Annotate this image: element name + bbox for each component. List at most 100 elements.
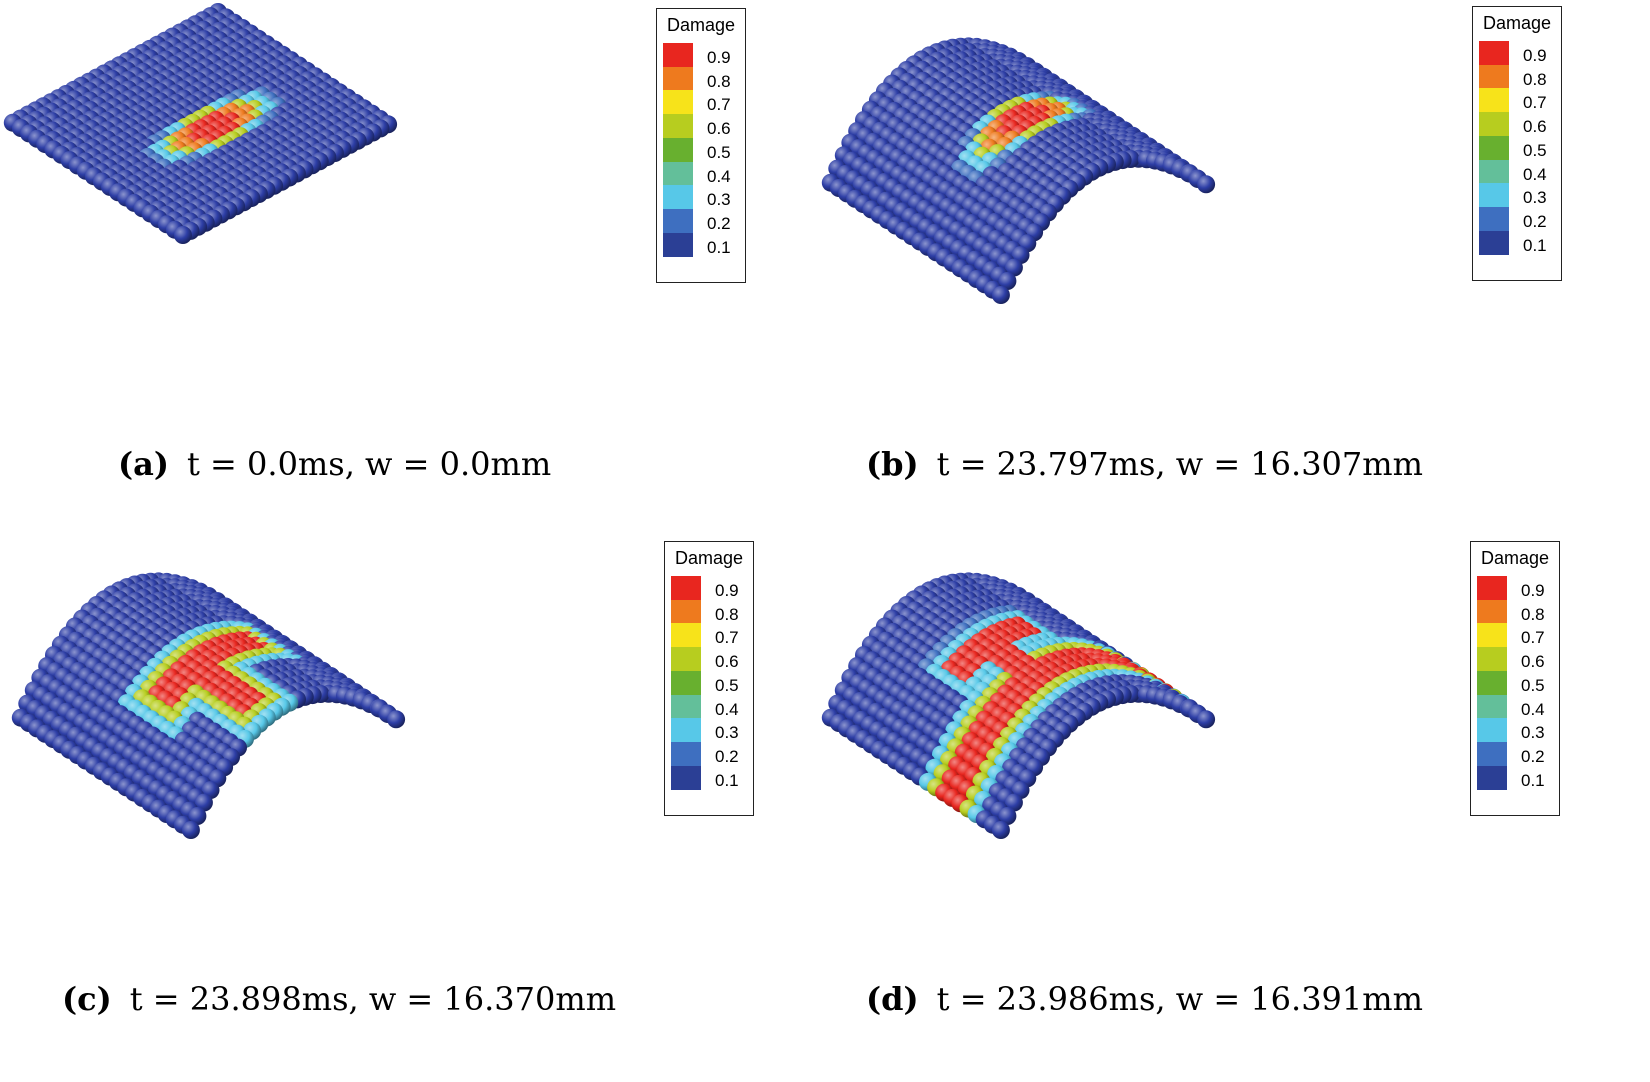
legend-swatch	[1479, 206, 1509, 231]
legend-swatch	[1477, 599, 1507, 624]
panel-d: Damage 0.9 0.8 0.7 0.6 0.5 0.4 0.3 0.2 0.1 (d) t …	[810, 535, 1635, 1076]
particle	[998, 807, 1017, 825]
legend-swatch	[663, 90, 693, 115]
caption-text: t = 23.986ms, w = 16.391mm	[936, 980, 1423, 1018]
legend-swatch	[1479, 88, 1509, 113]
caption-label: (c)	[62, 980, 112, 1018]
legend-swatch	[663, 161, 693, 186]
particle-plate-d	[821, 572, 1216, 839]
particle	[1004, 793, 1023, 812]
caption-label: (b)	[866, 445, 919, 483]
caption-a: (a) t = 0.0ms, w = 0.0mm	[118, 445, 551, 483]
legend-tick-label: 0.3	[707, 190, 731, 210]
legend-swatch	[671, 765, 701, 790]
legend-swatch	[1477, 741, 1507, 766]
particle	[991, 286, 1010, 304]
legend-tick-label: 0.2	[1521, 746, 1545, 766]
legend-title: Damage	[1482, 13, 1552, 33]
panel-a: Damage 0.9 0.8 0.7 0.6 0.5 0.4 0.3 0.2 0.1 (a) t …	[0, 0, 825, 541]
particle	[387, 710, 406, 729]
legend-swatch	[1477, 647, 1507, 672]
particle	[194, 793, 213, 812]
particle	[181, 821, 200, 839]
damage-legend-a: Damage 0.9 0.8 0.7 0.6 0.5 0.4 0.3 0.2 0.1	[656, 8, 746, 283]
legend-tick-label: 0.4	[1521, 699, 1545, 719]
legend-swatch	[663, 43, 693, 67]
legend-swatch	[671, 623, 701, 648]
particle-plate-a	[3, 3, 398, 244]
legend-swatch	[1479, 230, 1509, 255]
legend-tick-label: 0.1	[715, 770, 739, 790]
legend-tick-label: 0.9	[1521, 581, 1545, 600]
legend-tick-label: 0.5	[1521, 675, 1545, 695]
caption-label: (d)	[866, 980, 919, 1018]
damage-legend-d: Damage 0.9 0.8 0.7 0.6 0.5 0.4 0.3 0.2 0.1	[1470, 541, 1560, 816]
caption-d: (d) t = 23.986ms, w = 16.391mm	[866, 980, 1423, 1018]
legend-swatch	[663, 232, 693, 257]
legend-swatch	[671, 670, 701, 695]
legend-swatch	[1479, 64, 1509, 89]
legend-swatch	[671, 718, 701, 743]
legend-swatch	[1477, 623, 1507, 648]
legend-tick-label: 0.8	[715, 604, 739, 624]
caption-b: (b) t = 23.797ms, w = 16.307mm	[866, 445, 1423, 483]
legend-tick-label: 0.7	[707, 95, 731, 115]
legend-title: Damage	[1480, 548, 1550, 568]
legend-swatch	[671, 647, 701, 672]
legend-tick-label: 0.3	[1521, 723, 1545, 743]
caption-text: t = 0.0ms, w = 0.0mm	[187, 445, 552, 483]
particle	[998, 272, 1017, 290]
legend-swatch	[1479, 41, 1509, 65]
particle	[188, 807, 207, 825]
legend-tick-label: 0.2	[715, 746, 739, 766]
legend-tick-label: 0.8	[1521, 604, 1545, 624]
legend-swatch	[663, 185, 693, 210]
legend-tick-label: 0.7	[1523, 93, 1547, 113]
legend-tick-label: 0.5	[715, 675, 739, 695]
legend-tick-label: 0.8	[707, 71, 731, 91]
particle	[991, 821, 1010, 839]
legend-tick-label: 0.3	[1523, 188, 1547, 208]
particle	[1197, 710, 1216, 729]
legend-tick-label: 0.4	[707, 166, 731, 186]
legend-tick-label: 0.8	[1523, 69, 1547, 89]
particle	[1004, 258, 1023, 277]
legend-tick-label: 0.9	[715, 581, 739, 600]
legend-swatch	[1479, 183, 1509, 208]
caption-text: t = 23.797ms, w = 16.307mm	[936, 445, 1423, 483]
damage-legend-c: Damage 0.9 0.8 0.7 0.6 0.5 0.4 0.3 0.2 0.1	[664, 541, 754, 816]
panel-b: Damage 0.9 0.8 0.7 0.6 0.5 0.4 0.3 0.2 0.1 (b) t …	[810, 0, 1635, 541]
legend-tick-label: 0.9	[707, 48, 731, 67]
legend-swatch	[663, 208, 693, 233]
legend-tick-label: 0.6	[1521, 652, 1545, 672]
legend-tick-label: 0.3	[715, 723, 739, 743]
legend-swatch	[1477, 765, 1507, 790]
legend-title: Damage	[674, 548, 744, 568]
legend-swatch	[671, 694, 701, 719]
legend-swatch	[1477, 576, 1507, 600]
legend-tick-label: 0.7	[715, 628, 739, 648]
legend-swatch	[1479, 159, 1509, 184]
legend-tick-label: 0.5	[1523, 140, 1547, 160]
legend-title: Damage	[666, 15, 736, 35]
legend-tick-label: 0.2	[1523, 211, 1547, 231]
legend-swatch	[1477, 670, 1507, 695]
legend-tick-label: 0.6	[715, 652, 739, 672]
legend-tick-label: 0.1	[707, 237, 731, 257]
caption-label: (a)	[118, 445, 170, 483]
legend-tick-label: 0.1	[1523, 235, 1547, 255]
legend-swatch	[663, 114, 693, 139]
legend-tick-label: 0.1	[1521, 770, 1545, 790]
particle	[1197, 175, 1216, 194]
legend-tick-label: 0.7	[1521, 628, 1545, 648]
legend-tick-label: 0.4	[1523, 164, 1547, 184]
legend-tick-label: 0.5	[707, 142, 731, 162]
particle-plate-b	[821, 37, 1216, 304]
legend-tick-label: 0.6	[1523, 117, 1547, 137]
legend-swatch	[671, 576, 701, 600]
panel-c: Damage 0.9 0.8 0.7 0.6 0.5 0.4 0.3 0.2 0.1 (c) t …	[0, 535, 825, 1076]
legend-swatch	[1477, 718, 1507, 743]
legend-tick-label: 0.2	[707, 213, 731, 233]
legend-swatch	[663, 137, 693, 162]
legend-swatch	[671, 741, 701, 766]
